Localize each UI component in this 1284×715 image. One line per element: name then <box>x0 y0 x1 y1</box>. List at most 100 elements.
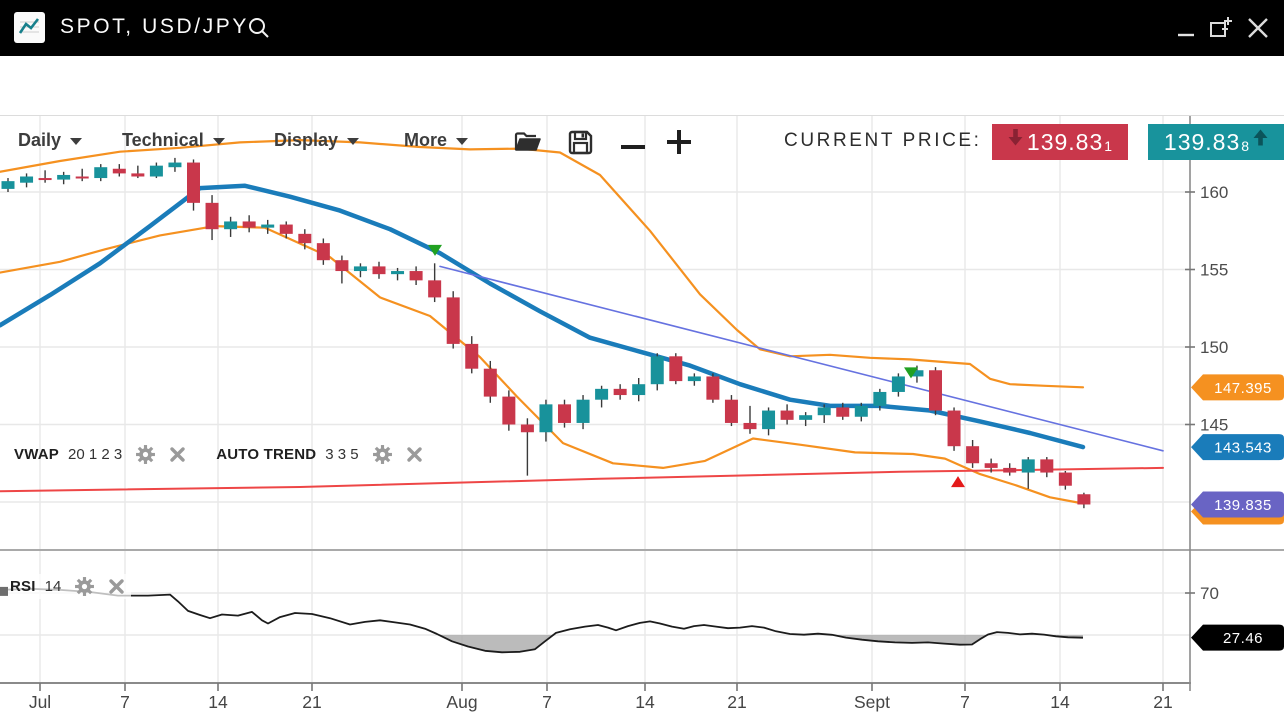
candles <box>1 157 1091 509</box>
axis-tick-label: 7 <box>960 692 970 712</box>
candle-up <box>391 271 405 275</box>
current-price-label: CURRENT PRICE: <box>784 130 982 151</box>
auto-trend-params: 3 3 5 <box>325 446 359 463</box>
new-window-icon[interactable] <box>1206 14 1234 42</box>
candle-up <box>762 410 776 430</box>
candle-down <box>446 297 460 344</box>
axis-tick-label: 70 <box>1200 584 1219 603</box>
trade-markers <box>428 244 965 488</box>
save-icon[interactable] <box>566 128 594 161</box>
candle-down <box>335 260 349 272</box>
buy-signal-triangle-icon <box>951 476 965 488</box>
candle-down <box>112 168 126 174</box>
sma-line <box>0 183 1086 450</box>
candle-up <box>20 176 34 183</box>
menu-technical[interactable]: Technical <box>122 130 225 151</box>
axis-tick-label: 7 <box>120 692 130 712</box>
candle-down <box>724 399 738 423</box>
axis-tick-label: 14 <box>1050 692 1070 712</box>
axis-tick-label: 21 <box>302 692 321 712</box>
auto-trend-remove-icon[interactable] <box>406 446 423 463</box>
candle-down <box>1058 472 1072 486</box>
close-icon[interactable] <box>1244 14 1272 42</box>
candle-up <box>94 167 108 179</box>
candle-down <box>780 410 794 420</box>
search-icon[interactable] <box>246 16 272 42</box>
axis-tick-label: 155 <box>1200 261 1228 280</box>
rsi-oversold-fill <box>439 635 554 653</box>
main-pane-indicator-labels: VWAP 20 1 2 3 AUTO TREND 3 3 5 <box>14 444 423 465</box>
rsi-pane-indicator-labels: RSI 14 <box>8 574 132 599</box>
rsi-line <box>0 587 1084 654</box>
axes <box>0 116 1284 691</box>
gridlines <box>0 116 1190 683</box>
candle-up <box>539 404 553 433</box>
candle-down <box>279 224 293 234</box>
bid-price-pip: 1 <box>1104 137 1113 154</box>
rsi-remove-icon[interactable] <box>108 578 125 595</box>
candle-down <box>38 178 52 181</box>
rsi-badge <box>1191 624 1284 651</box>
menu-display-label: Display <box>274 130 339 150</box>
rsi-label: RSI <box>10 578 36 595</box>
axis-tick-label: 160 <box>1200 183 1228 202</box>
candle-up <box>891 376 905 392</box>
candle-down <box>1003 467 1017 473</box>
arrow-up-icon <box>1253 129 1268 146</box>
price-badge-text: 139.835 <box>1214 497 1272 514</box>
vwap-params: 20 1 2 3 <box>67 446 123 463</box>
candle-down <box>947 410 961 447</box>
bid-price-button[interactable]: 139.83 1 <box>992 124 1128 160</box>
candle-down <box>483 368 497 397</box>
rsi-plot <box>0 586 1084 654</box>
menu-technical-label: Technical <box>122 130 204 150</box>
minimize-icon[interactable] <box>1172 14 1200 42</box>
open-folder-icon[interactable] <box>512 128 542 161</box>
axis-tick-label: 150 <box>1200 338 1228 357</box>
candle-down <box>743 422 757 430</box>
vwap-settings-gear-icon[interactable] <box>135 444 156 465</box>
candle-down <box>984 463 998 468</box>
zoom-out-icon[interactable] <box>620 138 646 156</box>
candle-down <box>242 221 256 228</box>
menu-timeframe[interactable]: Daily <box>18 130 83 151</box>
candle-down <box>372 266 386 275</box>
candle-down <box>131 173 145 177</box>
sell-signal-triangle-icon <box>904 367 918 379</box>
zoom-in-icon[interactable] <box>666 129 692 160</box>
candle-down <box>75 176 89 179</box>
auto-trend-settings-gear-icon[interactable] <box>372 444 393 465</box>
candle-down <box>465 343 479 369</box>
vwap-remove-icon[interactable] <box>169 446 186 463</box>
vwap-label: VWAP <box>14 446 59 463</box>
menu-display[interactable]: Display <box>274 130 360 151</box>
candle-up <box>576 399 590 423</box>
candle-up <box>1 181 15 189</box>
menu-more[interactable]: More <box>404 130 469 151</box>
rsi-settings-gear-icon[interactable] <box>74 576 95 597</box>
candle-down <box>316 243 330 261</box>
price-badge <box>1191 434 1284 461</box>
vwap-line <box>0 466 1164 493</box>
ask-price-button[interactable]: 139.83 8 <box>1148 124 1284 160</box>
candle-down <box>929 370 942 411</box>
candle-down <box>205 202 219 230</box>
sell-signal-triangle-icon <box>428 244 442 256</box>
price-badge <box>1191 374 1284 401</box>
candle-up <box>687 376 701 382</box>
candle-down <box>187 162 200 203</box>
candle-up <box>261 224 275 228</box>
chevron-down-icon <box>212 138 225 145</box>
candle-down <box>428 280 442 298</box>
chevron-down-icon <box>347 138 360 145</box>
axis-labels: Jul 7 14 21 Aug 7 14 21 Sept 7 14 21 160 155 150 145 70 <box>29 183 1229 712</box>
app-logo-icon <box>14 12 45 43</box>
candle-down <box>502 396 516 425</box>
candle-up <box>224 221 238 230</box>
axis-tick-label: Sept <box>854 692 890 712</box>
price-badge-text: 143.543 <box>1214 440 1272 457</box>
candle-down <box>298 233 312 244</box>
rsi-series-cap <box>0 586 8 596</box>
bollinger-upper-line <box>0 139 1085 389</box>
